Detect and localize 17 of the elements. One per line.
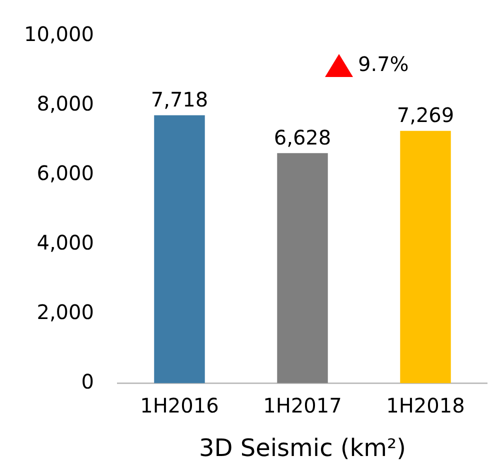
annotation: 9.7% <box>358 52 409 76</box>
y-tick-label: 0 <box>81 369 94 394</box>
y-tick-label: 6,000 <box>36 161 94 186</box>
data-label: 7,718 <box>150 87 208 112</box>
x-axis-title: 3D Seismic (km²) <box>198 434 406 462</box>
bar <box>277 153 328 384</box>
y-tick-label: 10,000 <box>24 22 94 46</box>
data-label: 7,269 <box>396 103 454 128</box>
bar <box>400 130 451 384</box>
bar <box>154 115 205 384</box>
x-tick-label: 1H2016 <box>140 393 219 418</box>
y-tick-label: 2,000 <box>36 300 94 324</box>
data-label: 6,628 <box>274 125 332 150</box>
x-tick-label: 1H2018 <box>386 393 465 418</box>
y-tick-label: 8,000 <box>36 92 94 116</box>
y-tick-label: 4,000 <box>36 230 94 255</box>
x-tick-label: 1H2017 <box>263 393 342 418</box>
